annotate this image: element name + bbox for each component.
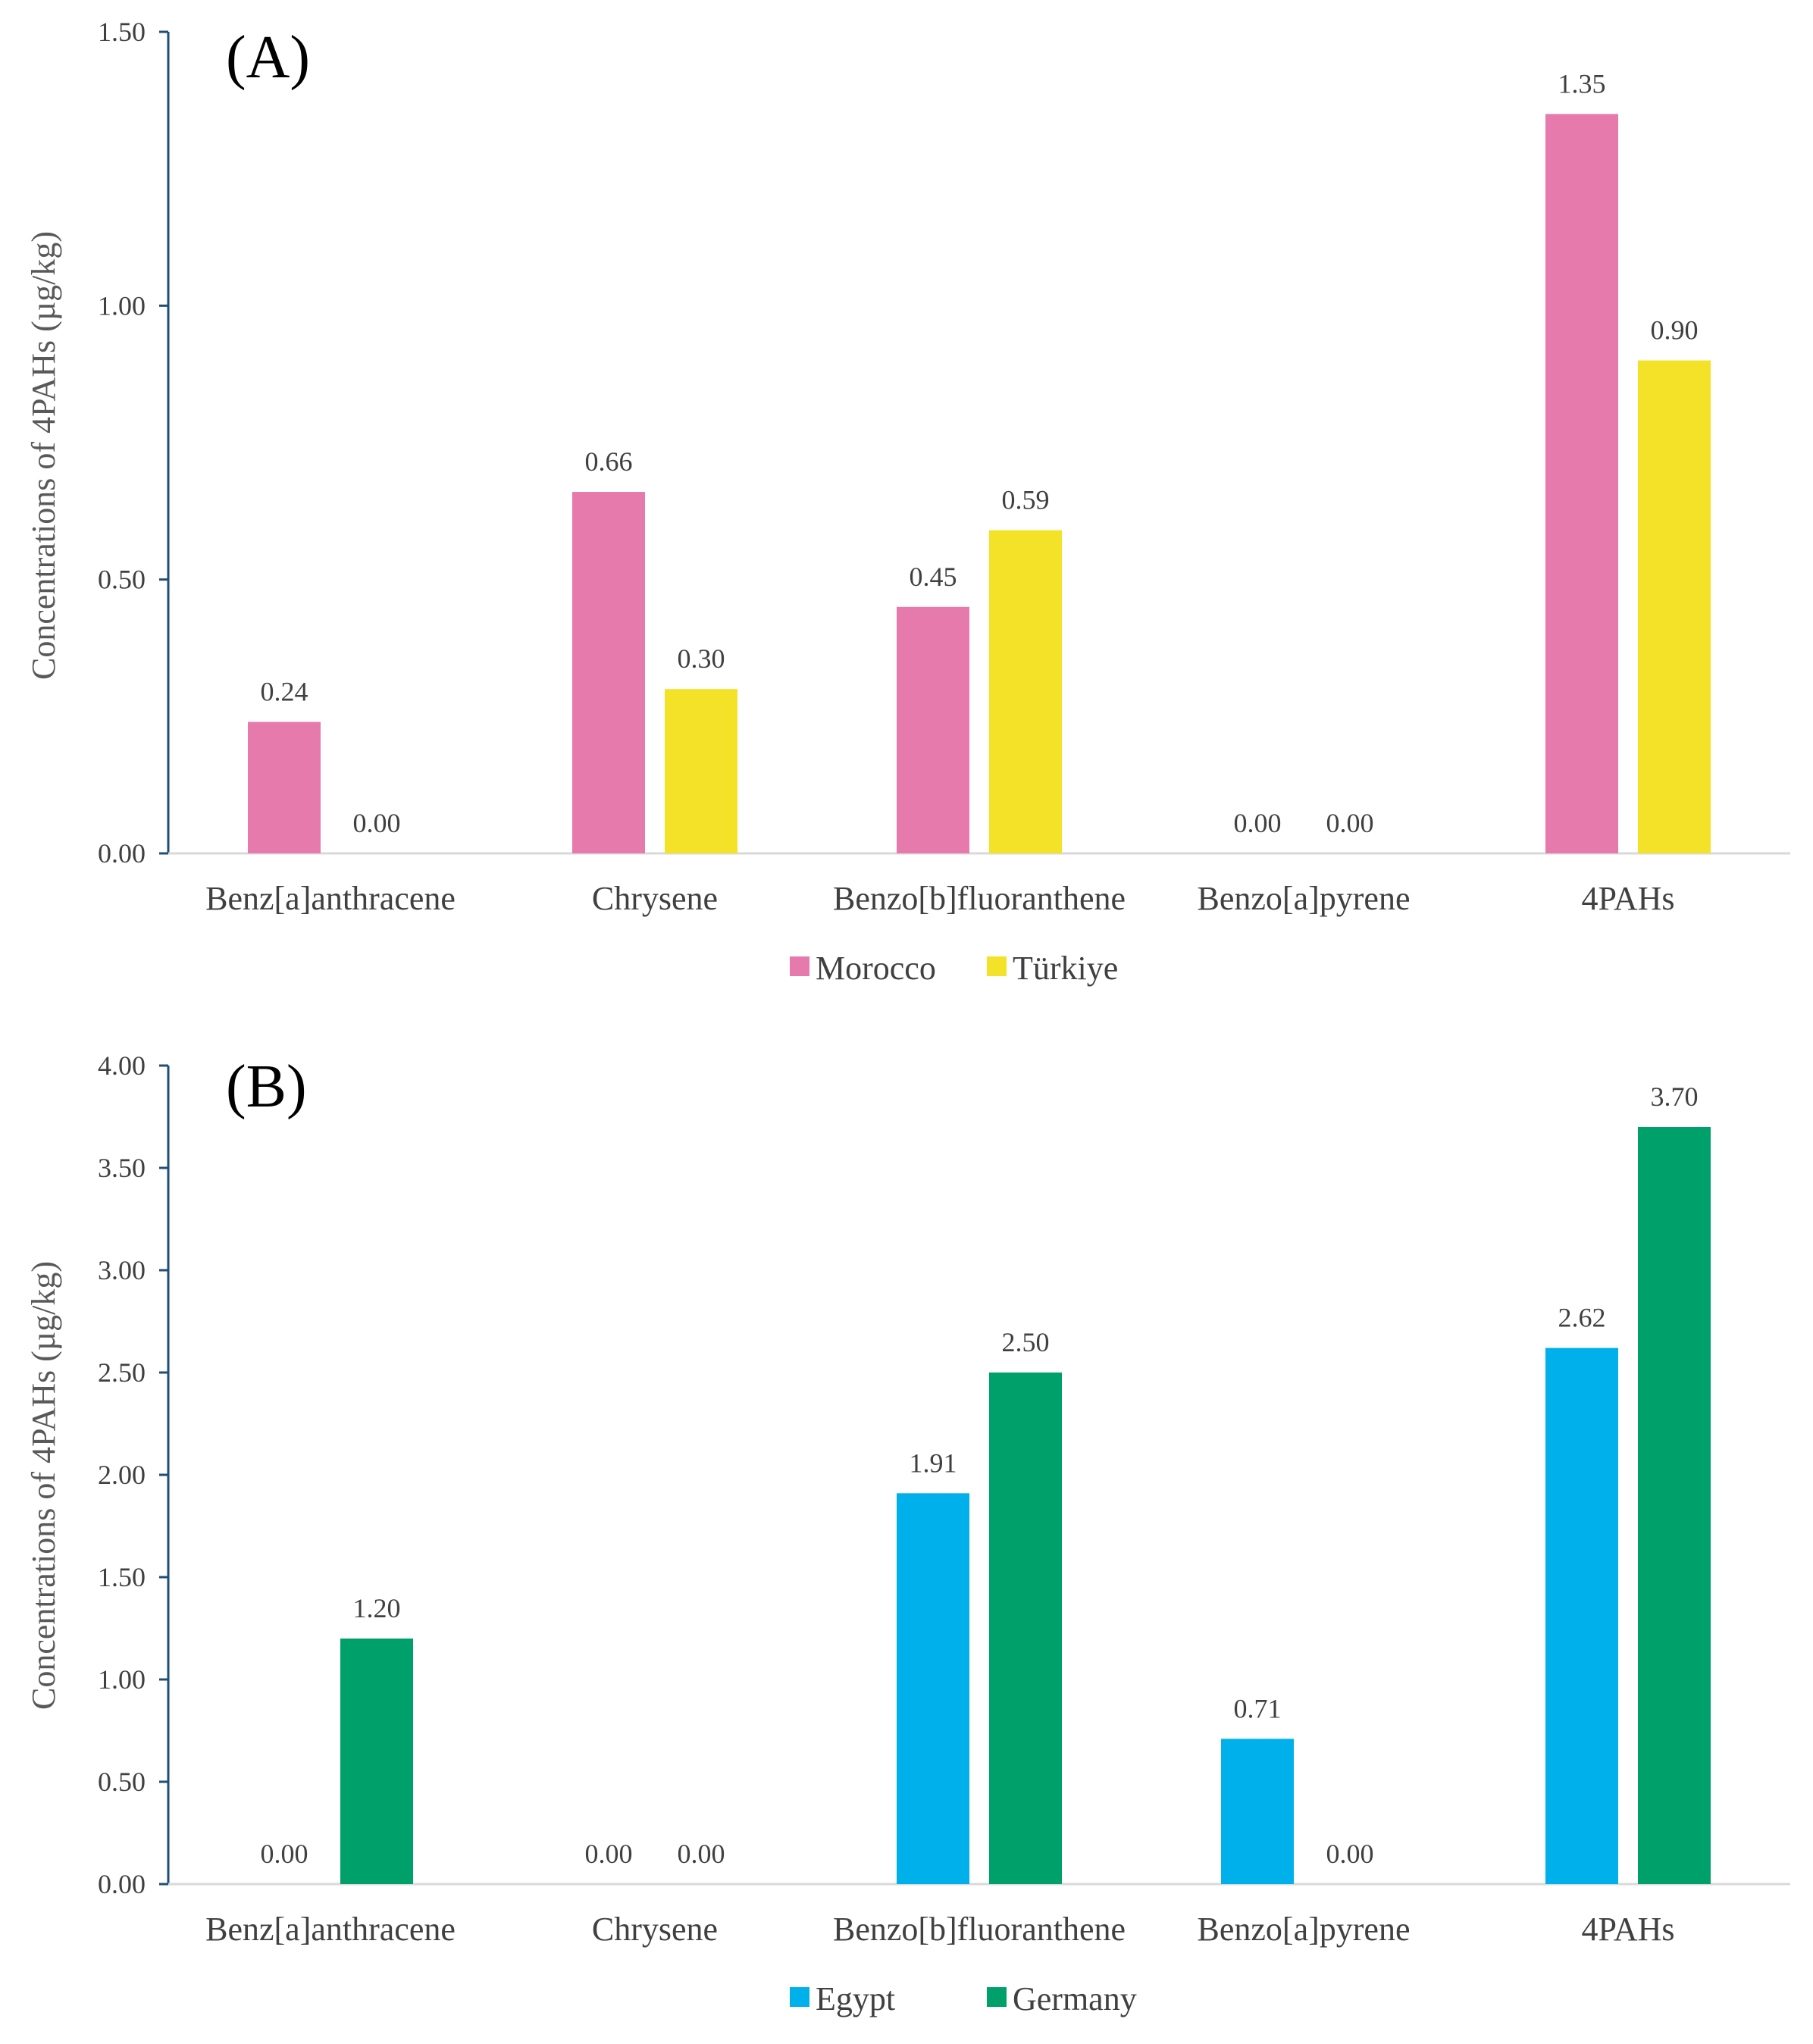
panel-b-data-label: 2.50 bbox=[1002, 1327, 1050, 1357]
panel-b-bar-egypt bbox=[897, 1493, 969, 1884]
panel-a-category-label: 4PAHs bbox=[1581, 880, 1674, 917]
panel-a-data-label: 0.00 bbox=[1326, 808, 1374, 838]
panel-a-data-label: 0.00 bbox=[1234, 808, 1282, 838]
panel-a-data-label: 0.30 bbox=[678, 643, 725, 674]
panel-b-data-label: 0.00 bbox=[585, 1839, 633, 1869]
panel-a-y-tick-label: 0.00 bbox=[98, 838, 146, 869]
panel-a-bar-morocco bbox=[248, 722, 321, 853]
panel-a-bar-morocco bbox=[897, 606, 969, 853]
panel-b-y-axis-title: Concentrations of 4PAHs (µg/kg) bbox=[25, 1261, 62, 1710]
panel-b-chart: (B) Concentrations of 4PAHs (µg/kg) 0.00… bbox=[25, 1050, 1790, 2017]
panel-b-data-label: 2.62 bbox=[1558, 1303, 1606, 1333]
panel-b-legend-swatch-germany bbox=[987, 1987, 1007, 2007]
panel-b-y-tick-label: 4.00 bbox=[98, 1050, 146, 1081]
panel-a-category-label: Benz[a]anthracene bbox=[205, 880, 456, 917]
panel-a-data-label: 0.45 bbox=[910, 562, 957, 592]
panel-b-bar-egypt bbox=[1545, 1348, 1618, 1884]
panel-a-data-label: 0.24 bbox=[261, 677, 308, 707]
panel-b-data-label: 0.00 bbox=[261, 1839, 308, 1869]
panel-b-y-tick-label: 0.50 bbox=[98, 1767, 146, 1797]
panel-b-category-label: Chrysene bbox=[592, 1911, 718, 1948]
panel-b-data-label: 0.00 bbox=[1326, 1839, 1374, 1869]
panel-b-bar-egypt bbox=[1221, 1739, 1294, 1884]
panel-b-legend-label: Germany bbox=[1013, 1980, 1137, 2017]
panel-a-data-label: 0.66 bbox=[585, 446, 633, 477]
panel-a-data-label: 0.00 bbox=[353, 808, 401, 838]
panel-a-legend-swatch-morocco bbox=[790, 956, 809, 976]
panel-b-category-label: 4PAHs bbox=[1581, 1911, 1674, 1948]
panel-a-data-label: 1.35 bbox=[1558, 68, 1606, 99]
panel-b-y-tick-label: 2.50 bbox=[98, 1357, 146, 1388]
panel-b-data-label: 1.91 bbox=[910, 1448, 957, 1478]
panel-b-label: (B) bbox=[226, 1053, 307, 1120]
panel-b-bar-germany bbox=[1638, 1127, 1711, 1884]
panel-a-label: (A) bbox=[226, 24, 310, 91]
panel-a-category-label: Benzo[b]fluoranthene bbox=[833, 880, 1126, 917]
panel-b-y-tick-label: 2.00 bbox=[98, 1460, 146, 1490]
panel-b-y-tick-label: 1.00 bbox=[98, 1664, 146, 1695]
panel-b-category-label: Benzo[a]pyrene bbox=[1198, 1911, 1411, 1948]
panel-b-data-label: 0.00 bbox=[678, 1839, 725, 1869]
panel-a-y-tick-label: 1.00 bbox=[98, 290, 146, 321]
panel-b-legend-label: Egypt bbox=[816, 1980, 895, 2017]
panel-b-data-label: 3.70 bbox=[1651, 1081, 1699, 1112]
panel-a-bar-türkiye bbox=[1638, 360, 1711, 854]
panel-a-bar-morocco bbox=[572, 492, 645, 853]
panel-a-bar-morocco bbox=[1545, 114, 1618, 853]
panel-a-y-tick-label: 0.50 bbox=[98, 565, 146, 595]
panel-b-y-tick-label: 3.50 bbox=[98, 1153, 146, 1183]
panel-a-legend-swatch-türkiye bbox=[987, 956, 1007, 976]
panel-a-legend-label: Morocco bbox=[816, 950, 936, 987]
panel-b-y-tick-label: 0.00 bbox=[98, 1869, 146, 1899]
panel-a-category-label: Chrysene bbox=[592, 880, 718, 917]
panel-b-y-tick-label: 1.50 bbox=[98, 1562, 146, 1592]
panel-a-chart: (A) Concentrations of 4PAHs (µg/kg) 0.00… bbox=[25, 17, 1790, 987]
panel-b-data-label: 1.20 bbox=[353, 1593, 401, 1623]
panel-a-y-tick-label: 1.50 bbox=[98, 17, 146, 47]
panel-b-category-label: Benz[a]anthracene bbox=[205, 1911, 456, 1948]
panel-a-bar-türkiye bbox=[665, 689, 737, 853]
panel-b-bar-germany bbox=[989, 1373, 1062, 1884]
panel-b-bar-germany bbox=[340, 1639, 413, 1884]
panel-a-category-label: Benzo[a]pyrene bbox=[1198, 880, 1411, 917]
panel-b-y-tick-label: 3.00 bbox=[98, 1255, 146, 1285]
panel-a-bar-türkiye bbox=[989, 530, 1062, 853]
panel-b-category-label: Benzo[b]fluoranthene bbox=[833, 1911, 1126, 1948]
panel-a-data-label: 0.59 bbox=[1002, 485, 1050, 515]
panel-a-legend-label: Türkiye bbox=[1013, 950, 1118, 987]
panel-b-legend-swatch-egypt bbox=[790, 1987, 809, 2007]
panel-a-y-axis-title: Concentrations of 4PAHs (µg/kg) bbox=[25, 231, 62, 680]
panel-a-data-label: 0.90 bbox=[1651, 315, 1699, 346]
panel-b-data-label: 0.71 bbox=[1234, 1693, 1282, 1723]
